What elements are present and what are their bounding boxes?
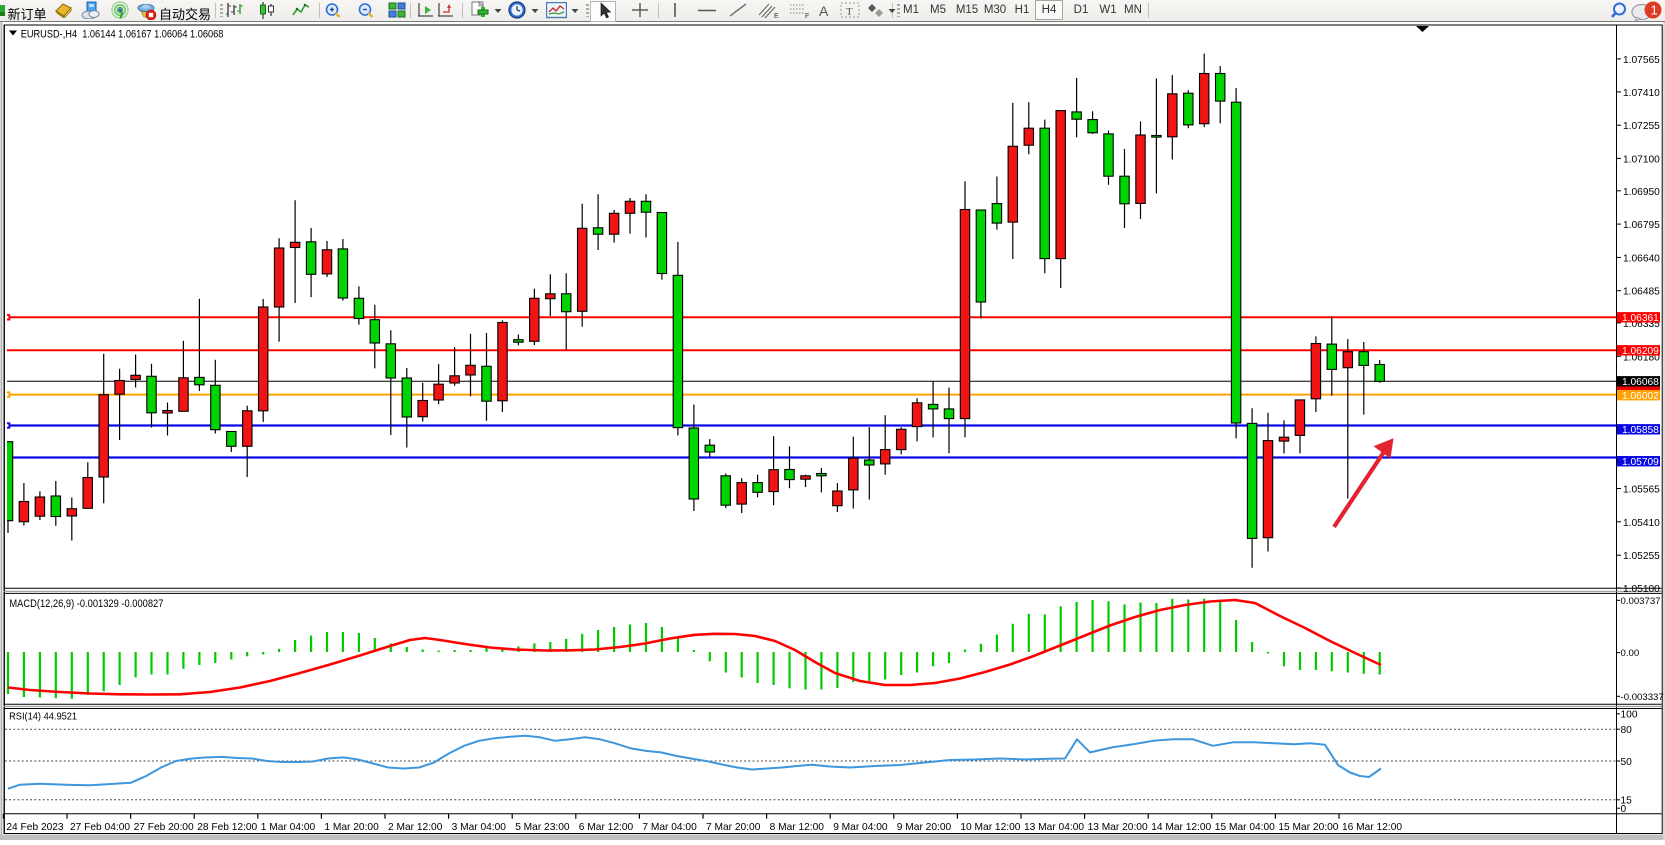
svg-text:50: 50 [1621, 757, 1633, 768]
svg-text:15 Mar 04:00: 15 Mar 04:00 [1215, 822, 1275, 833]
svg-text:14 Mar 12:00: 14 Mar 12:00 [1151, 822, 1211, 833]
svg-text:80: 80 [1621, 725, 1633, 736]
svg-text:15 Mar 20:00: 15 Mar 20:00 [1278, 822, 1338, 833]
svg-text:1 Mar 20:00: 1 Mar 20:00 [324, 822, 379, 833]
svg-text:100: 100 [1621, 710, 1638, 721]
svg-text:7 Mar 04:00: 7 Mar 04:00 [642, 822, 697, 833]
svg-text:5 Mar 23:00: 5 Mar 23:00 [515, 822, 570, 833]
svg-text:0.00: 0.00 [1621, 648, 1640, 659]
svg-text:9 Mar 20:00: 9 Mar 20:00 [897, 822, 952, 833]
svg-text:1.05100: 1.05100 [1623, 584, 1660, 595]
svg-text:1.06361: 1.06361 [1622, 313, 1659, 324]
svg-text:1.05858: 1.05858 [1622, 425, 1659, 436]
svg-text:1.06795: 1.06795 [1623, 220, 1660, 231]
svg-text:28 Feb 12:00: 28 Feb 12:00 [197, 822, 257, 833]
svg-text:1.06209: 1.06209 [1622, 346, 1659, 357]
svg-text:10 Mar 12:00: 10 Mar 12:00 [960, 822, 1020, 833]
svg-text:1.05255: 1.05255 [1623, 551, 1660, 562]
svg-text:27 Feb 04:00: 27 Feb 04:00 [70, 822, 130, 833]
svg-text:MACD(12,26,9) -0.001329 -0.000: MACD(12,26,9) -0.001329 -0.000827 [9, 598, 163, 610]
svg-text:T: T [846, 6, 853, 18]
svg-text:0.003737: 0.003737 [1621, 596, 1661, 607]
svg-text:9 Mar 04:00: 9 Mar 04:00 [833, 822, 888, 833]
svg-text:6 Mar 12:00: 6 Mar 12:00 [579, 822, 634, 833]
svg-text:1.06068: 1.06068 [1622, 377, 1659, 388]
svg-text:1.07100: 1.07100 [1623, 154, 1660, 165]
svg-text:1.06335: 1.06335 [1623, 319, 1660, 330]
svg-text:16 Mar 12:00: 16 Mar 12:00 [1342, 822, 1402, 833]
svg-text:RSI(14) 44.9521: RSI(14) 44.9521 [9, 712, 77, 723]
svg-text:8 Mar 12:00: 8 Mar 12:00 [770, 822, 825, 833]
svg-text:1.06180: 1.06180 [1623, 352, 1660, 363]
svg-text:0: 0 [1621, 804, 1627, 815]
svg-text:7 Mar 20:00: 7 Mar 20:00 [706, 822, 761, 833]
svg-text:13 Mar 04:00: 13 Mar 04:00 [1024, 822, 1084, 833]
svg-text:-0.003337: -0.003337 [1621, 692, 1664, 703]
svg-text:1.07565: 1.07565 [1623, 55, 1660, 66]
svg-text:1.07255: 1.07255 [1623, 121, 1660, 132]
svg-text:E: E [774, 13, 779, 19]
svg-text:1.06002: 1.06002 [1622, 391, 1659, 402]
svg-text:F: F [805, 13, 809, 19]
svg-text:27 Feb 20:00: 27 Feb 20:00 [134, 822, 194, 833]
svg-text:EURUSD-,H4 1.06144 1.06167 1.: EURUSD-,H4 1.06144 1.06167 1.06064 1.060… [21, 29, 224, 41]
svg-text:3 Mar 04:00: 3 Mar 04:00 [452, 822, 507, 833]
svg-text:1.07410: 1.07410 [1623, 88, 1660, 99]
svg-text:1.05565: 1.05565 [1623, 485, 1660, 496]
svg-text:1 Mar 04:00: 1 Mar 04:00 [261, 822, 316, 833]
svg-text:1.06640: 1.06640 [1623, 253, 1660, 264]
svg-text:1.06485: 1.06485 [1623, 287, 1660, 298]
svg-text:1.06950: 1.06950 [1623, 187, 1660, 198]
svg-text:1.05410: 1.05410 [1623, 518, 1660, 529]
svg-text:15: 15 [1621, 796, 1633, 807]
svg-text:13 Mar 20:00: 13 Mar 20:00 [1088, 822, 1148, 833]
svg-text:1.05709: 1.05709 [1622, 457, 1659, 468]
svg-text:1: 1 [1651, 3, 1658, 18]
svg-text:24 Feb 2023: 24 Feb 2023 [6, 822, 64, 833]
svg-text:2 Mar 12:00: 2 Mar 12:00 [388, 822, 443, 833]
